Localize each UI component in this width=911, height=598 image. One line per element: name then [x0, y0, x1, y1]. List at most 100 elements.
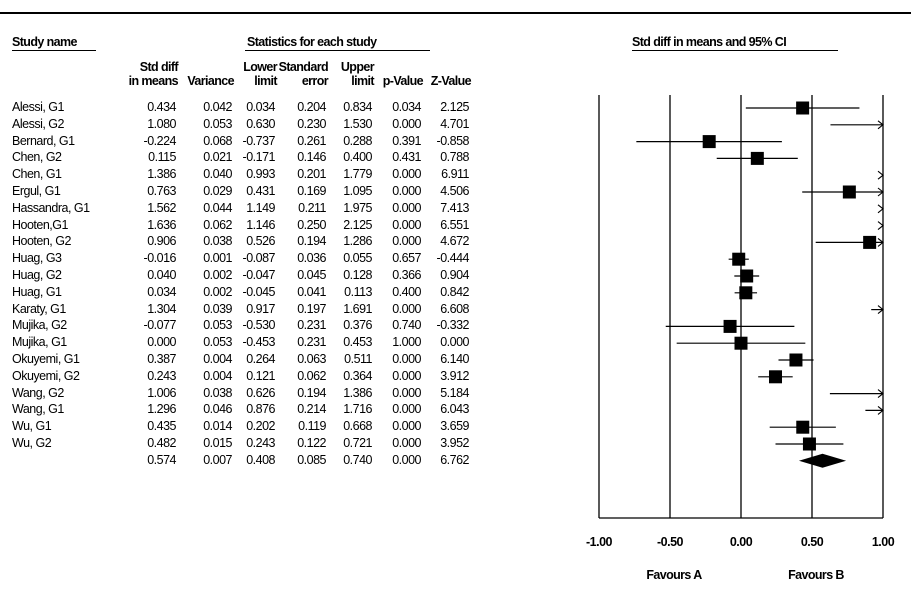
cell-p-value: 0.400: [392, 284, 421, 299]
study-name: Wang, G1: [12, 402, 64, 417]
effect-square: [769, 370, 783, 384]
x-tick-label: 0.50: [801, 535, 824, 549]
cell-standard-error: 0.169: [297, 184, 326, 198]
cell-lower: 0.243: [246, 436, 275, 450]
study-name: Alessi, G1: [12, 100, 64, 114]
cell-smd: 1.636: [147, 217, 176, 232]
header-statistics-underline: [245, 50, 430, 51]
column-header-upper: Upper limit: [340, 60, 375, 88]
cell-lower: 0.917: [246, 301, 275, 316]
cell-p-value: 0.000: [392, 167, 421, 182]
cell-smd: 1.080: [147, 116, 176, 131]
cell-variance: 0.053: [203, 318, 232, 333]
effect-square: [796, 101, 810, 115]
cell-z-value: 4.701: [440, 116, 469, 131]
effect-square: [789, 353, 803, 367]
cell-upper: 1.779: [343, 167, 372, 182]
cell-smd: 1.006: [147, 385, 176, 400]
header-statistics: Statistics for each study: [247, 35, 377, 49]
cell-standard-error: 0.261: [297, 133, 326, 148]
cell-variance: 0.062: [203, 217, 232, 232]
study-name: Alessi, G2: [12, 116, 64, 131]
cell-lower: -0.453: [242, 335, 276, 350]
cell-variance: 0.039: [203, 301, 232, 316]
cell-variance: 0.042: [203, 100, 232, 114]
effect-square: [734, 336, 748, 350]
cell-smd: 0.763: [147, 184, 176, 198]
cell-p-value: 0.000: [392, 385, 421, 400]
cell-upper: 0.834: [343, 100, 372, 114]
cell-p-value: 0.000: [392, 217, 421, 232]
summary-p-value: 0.000: [392, 452, 421, 467]
cell-lower: -0.737: [242, 133, 276, 148]
cell-standard-error: 0.231: [297, 335, 326, 350]
study-name: Bernard, G1: [12, 133, 75, 148]
cell-p-value: 0.000: [392, 436, 421, 450]
cell-lower: 1.149: [246, 200, 275, 215]
cell-z-value: 6.043: [440, 402, 469, 417]
cell-standard-error: 0.146: [297, 150, 326, 165]
cell-p-value: 0.366: [392, 268, 421, 282]
cell-p-value: 0.000: [392, 184, 421, 198]
cell-z-value: 0.842: [440, 284, 469, 299]
column-header-smd: Std diff in means: [128, 60, 179, 88]
summary-lower: 0.408: [246, 452, 275, 467]
cell-lower: 0.993: [246, 167, 275, 182]
cell-z-value: -0.858: [436, 133, 470, 148]
x-tick-label: -0.50: [657, 535, 684, 549]
cell-smd: 1.296: [147, 402, 176, 417]
study-name: Huag, G1: [12, 284, 62, 299]
cell-z-value: 0.904: [440, 268, 469, 282]
cell-variance: 0.002: [203, 268, 232, 282]
cell-lower: -0.087: [242, 251, 276, 266]
cell-z-value: 5.184: [440, 385, 469, 400]
ci-arrow: [877, 305, 884, 315]
cell-z-value: -0.332: [436, 318, 470, 333]
effect-square: [802, 437, 816, 451]
cell-z-value: 7.413: [440, 200, 469, 215]
cell-z-value: 3.952: [440, 436, 469, 450]
cell-z-value: 3.659: [440, 419, 469, 434]
cell-upper: 0.055: [343, 251, 372, 266]
cell-p-value: 0.000: [392, 116, 421, 131]
ci-arrow: [877, 237, 884, 247]
cell-lower: 0.630: [246, 116, 275, 131]
study-name: Huag, G2: [12, 268, 62, 282]
study-name: Wang, G2: [12, 385, 64, 400]
cell-standard-error: 0.211: [298, 200, 326, 215]
cell-smd: 1.562: [147, 200, 176, 215]
study-name: Wu, G1: [12, 419, 52, 434]
cell-p-value: 1.000: [392, 335, 421, 350]
cell-standard-error: 0.062: [297, 368, 326, 383]
cell-p-value: 0.657: [392, 251, 421, 266]
cell-p-value: 0.000: [392, 402, 421, 417]
cell-smd: 1.386: [147, 167, 176, 182]
cell-variance: 0.038: [203, 234, 232, 249]
cell-p-value: 0.000: [392, 200, 421, 215]
cell-p-value: 0.000: [392, 234, 421, 249]
cell-variance: 0.015: [203, 436, 232, 450]
cell-lower: 0.526: [246, 234, 275, 249]
cell-p-value: 0.431: [392, 150, 421, 165]
cell-p-value: 0.000: [392, 301, 421, 316]
cell-upper: 1.530: [343, 116, 372, 131]
cell-upper: 1.716: [343, 402, 372, 417]
cell-z-value: 6.551: [440, 217, 469, 232]
cell-standard-error: 0.204: [297, 100, 326, 114]
header-study-name: Study name: [12, 35, 77, 49]
cell-lower: -0.171: [242, 150, 276, 165]
study-name: Huag, G3: [12, 251, 62, 266]
effect-square: [842, 185, 856, 199]
cell-smd: 0.434: [147, 100, 176, 114]
cell-p-value: 0.000: [392, 352, 421, 366]
cell-upper: 0.668: [343, 419, 372, 434]
column-header-standard-error: Standard error: [278, 60, 329, 88]
cell-variance: 0.004: [203, 352, 232, 366]
cell-z-value: -0.444: [436, 251, 470, 266]
study-name: Karaty, G1: [12, 301, 66, 316]
cell-smd: 0.243: [147, 368, 176, 383]
summary-smd: 0.574: [147, 452, 176, 467]
top-rule: [0, 12, 911, 14]
summary-variance: 0.007: [203, 452, 232, 467]
cell-variance: 0.029: [203, 184, 232, 198]
